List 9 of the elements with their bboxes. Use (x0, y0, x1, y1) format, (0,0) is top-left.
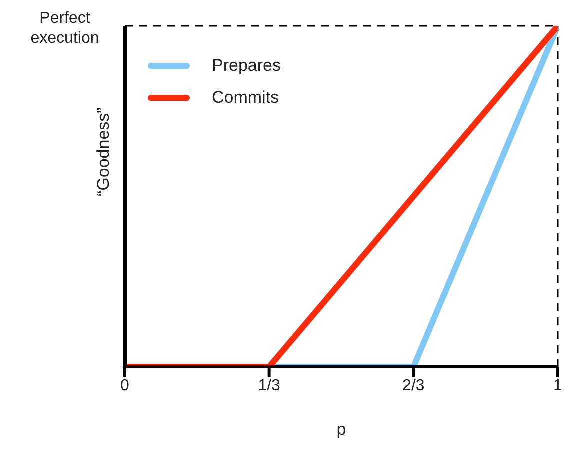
x-tick-label: 0 (120, 377, 130, 394)
x-axis-title: p (336, 420, 346, 439)
x-tick-label: 1/3 (258, 377, 281, 394)
legend-label: Prepares (212, 56, 281, 76)
y-axis-title: “Goodness” (94, 107, 114, 196)
legend-label: Commits (212, 88, 280, 108)
x-tick-label: 1 (554, 377, 563, 394)
ref-line-label: Perfect execution (30, 10, 100, 47)
x-tick-label: 2/3 (402, 377, 425, 394)
